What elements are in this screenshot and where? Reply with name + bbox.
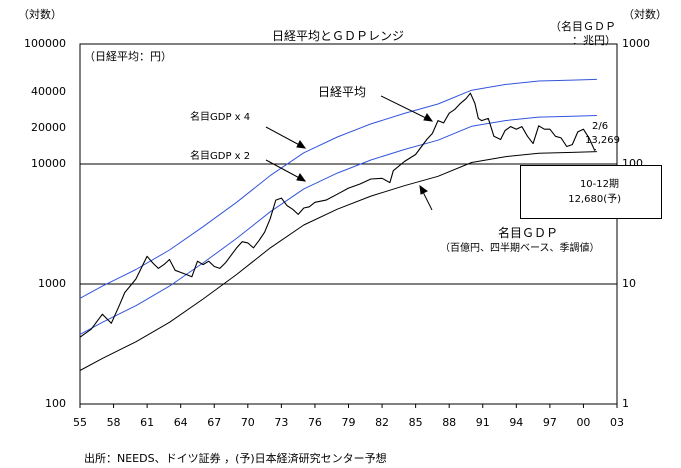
right-axis-unit: （対数） <box>623 8 667 21</box>
gdp-x2-line <box>79 115 597 335</box>
x-tick-label: 70 <box>240 416 255 429</box>
left-tick-label: 1000 <box>38 277 66 290</box>
x-tick-label: 00 <box>576 416 591 429</box>
gdp-line <box>79 151 597 371</box>
right-tick-label: 1000 <box>622 37 650 50</box>
right-tick-label: 1 <box>622 397 629 410</box>
x4-arrowhead <box>296 140 307 149</box>
callout-period: 10-12期 <box>579 179 619 190</box>
gdp-arrowhead <box>419 184 428 195</box>
reference-lines <box>80 163 617 285</box>
gdp-series-sublabel: （百億円、四半期ベース、季調値） <box>440 243 600 254</box>
x-tick-label: 85 <box>408 416 423 429</box>
x-axis-ticks <box>79 404 618 408</box>
end-value-label: 13,269 <box>585 135 620 146</box>
x-tick-label: 55 <box>73 416 87 429</box>
x-tick-label: 82 <box>375 416 390 429</box>
x-tick-label: 03 <box>610 416 624 429</box>
nikkei-arrow <box>380 95 433 122</box>
x-tick-label: 94 <box>509 416 524 429</box>
left-axis-label: （日経平均：円） <box>84 50 172 63</box>
left-tick-label: 100000 <box>24 37 66 50</box>
gdp-series-label: 名目ＧＤＰ <box>498 226 559 240</box>
nikkei-arrowhead <box>423 113 434 122</box>
x-tick-label: 76 <box>307 416 322 429</box>
x2-arrowhead <box>296 173 307 182</box>
nikkei-series-label: 日経平均 <box>318 85 367 99</box>
chart-title: 日経平均とＧＤＰレンジ <box>271 29 404 43</box>
annotation-arrows <box>265 95 434 211</box>
x-tick-label: 67 <box>207 416 222 429</box>
gdp-x2-series-label: 名目GDP x 2 <box>190 151 251 162</box>
series-layer <box>79 78 597 371</box>
x-tick-label: 58 <box>106 416 121 429</box>
left-tick-label: 10000 <box>31 157 66 170</box>
x-tick-label: 79 <box>341 416 356 429</box>
forecast-callout-box: 10-12期 12,680(予) <box>520 165 662 219</box>
gdp-x4-series-label: 名目GDP x 4 <box>190 112 251 123</box>
x-tick-label: 88 <box>442 416 457 429</box>
end-date-label: 2/6 <box>592 121 609 132</box>
right-axis-label: （名目ＧＤＰ ：兆円） <box>550 20 616 47</box>
gdp-x4-line <box>79 78 597 299</box>
left-axis-unit: （対数） <box>18 8 62 21</box>
x-tick-label: 91 <box>475 416 490 429</box>
left-tick-label: 40000 <box>31 84 66 98</box>
x-tick-label: 97 <box>542 416 557 429</box>
x-tick-label: 64 <box>173 416 188 429</box>
source-note: 出所：NEEDS、ドイツ証券 ，(予)日本経済研究センター予想 <box>84 452 387 465</box>
nikkei-line <box>79 92 597 338</box>
x-tick-label: 61 <box>140 416 155 429</box>
left-tick-label: 20000 <box>31 120 66 134</box>
left-tick-label: 100 <box>45 397 66 410</box>
x-tick-label: 73 <box>274 416 289 429</box>
right-tick-label: 10 <box>622 277 636 290</box>
callout-value: 12,680(予) <box>568 194 621 205</box>
